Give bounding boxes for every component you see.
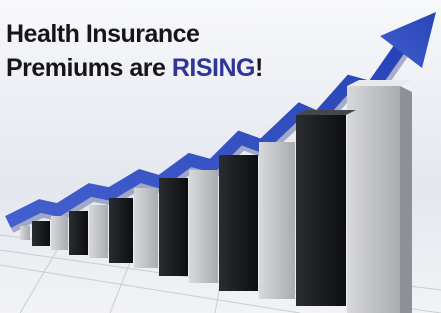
illustration: Health Insurance Premiums are RISING! bbox=[0, 0, 441, 313]
headline-line2: Premiums are RISING! bbox=[6, 54, 263, 82]
page: Health Insurance Premiums are RISING! ((… bbox=[0, 0, 441, 313]
headline-suffix: ! bbox=[255, 54, 263, 82]
headline-emphasis: RISING bbox=[172, 54, 255, 82]
headline-line1: Health Insurance bbox=[6, 20, 200, 48]
headline-prefix: Premiums are bbox=[6, 54, 166, 82]
